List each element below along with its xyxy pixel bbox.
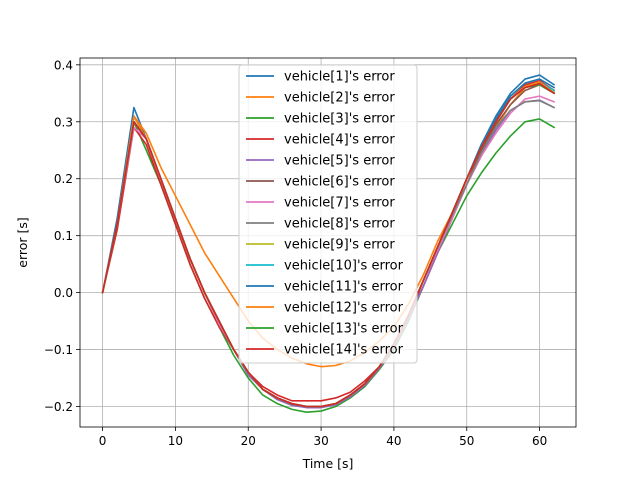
legend: vehicle[1]'s error vehicle[2]'s error vehi… bbox=[238, 64, 418, 364]
y-tick-label: 0.2 bbox=[54, 172, 73, 186]
legend-label: vehicle[14]'s error bbox=[284, 343, 404, 358]
y-tick-label: 0.0 bbox=[54, 286, 73, 300]
x-tick-label: 30 bbox=[313, 434, 328, 448]
series-line-vehicle-14 bbox=[101, 82, 555, 408]
legend-label: vehicle[3]'s error bbox=[284, 112, 395, 127]
legend-label: vehicle[10]'s error bbox=[284, 259, 404, 274]
x-tick-label: 50 bbox=[459, 434, 474, 448]
legend-label: vehicle[2]'s error bbox=[284, 91, 395, 106]
x-tick-label: 10 bbox=[168, 434, 183, 448]
legend-label: vehicle[6]'s error bbox=[284, 175, 395, 190]
x-tick-label: 0 bbox=[99, 434, 107, 448]
legend-label: vehicle[7]'s error bbox=[284, 196, 395, 211]
legend-label: vehicle[13]'s error bbox=[284, 322, 404, 337]
series-lines bbox=[101, 74, 555, 413]
legend-label: vehicle[5]'s error bbox=[284, 154, 395, 169]
y-tick-label: 0.4 bbox=[54, 58, 73, 72]
legend-label: vehicle[4]'s error bbox=[284, 133, 395, 148]
x-axis-label: Time [s] bbox=[302, 456, 354, 471]
x-tick-label: 40 bbox=[386, 434, 401, 448]
y-axis-label: error [s] bbox=[15, 217, 30, 268]
axis-ticks: 0 10 20 30 40 50 60 −0.2 −0.1 0.0 0.1 0.2 0.3 0.4 bbox=[44, 58, 547, 448]
legend-label: vehicle[8]'s error bbox=[284, 217, 395, 232]
plot-area-frame bbox=[79, 57, 577, 428]
legend-label: vehicle[1]'s error bbox=[284, 70, 395, 85]
legend-box bbox=[238, 64, 418, 364]
y-tick-label: −0.2 bbox=[44, 400, 73, 414]
y-tick-label: 0.1 bbox=[54, 229, 73, 243]
x-tick-label: 60 bbox=[532, 434, 547, 448]
legend-label: vehicle[11]'s error bbox=[284, 280, 404, 295]
y-tick-label: −0.1 bbox=[44, 343, 73, 357]
y-tick-label: 0.3 bbox=[54, 115, 73, 129]
legend-label: vehicle[9]'s error bbox=[284, 238, 395, 253]
x-tick-label: 20 bbox=[241, 434, 256, 448]
legend-label: vehicle[12]'s error bbox=[284, 301, 404, 316]
